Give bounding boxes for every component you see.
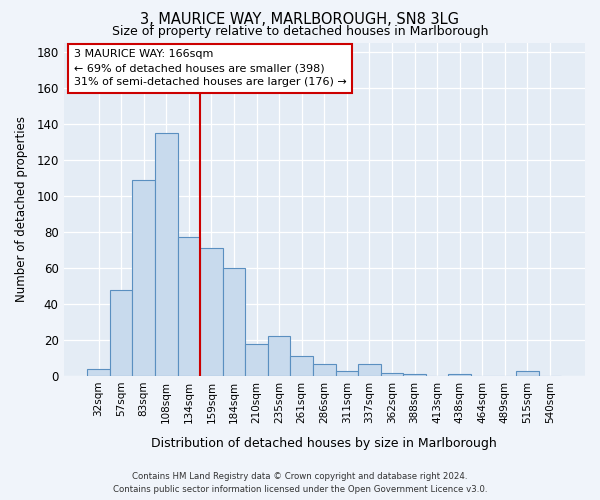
Text: 3, MAURICE WAY, MARLBOROUGH, SN8 3LG: 3, MAURICE WAY, MARLBOROUGH, SN8 3LG [140,12,460,28]
Bar [516,370,539,376]
X-axis label: Distribution of detached houses by size in Marlborough: Distribution of detached houses by size … [151,437,497,450]
Bar [290,356,313,376]
Y-axis label: Number of detached properties: Number of detached properties [15,116,28,302]
Bar [268,336,290,376]
Bar [403,374,426,376]
Bar [87,369,110,376]
Bar [133,180,155,376]
Bar [155,132,178,376]
Bar [200,248,223,376]
Bar [245,344,268,376]
Text: Contains HM Land Registry data © Crown copyright and database right 2024.
Contai: Contains HM Land Registry data © Crown c… [113,472,487,494]
Bar [358,364,381,376]
Bar [313,364,335,376]
Bar [381,372,403,376]
Bar [448,374,471,376]
Bar [178,238,200,376]
Bar [223,268,245,376]
Text: 3 MAURICE WAY: 166sqm
← 69% of detached houses are smaller (398)
31% of semi-det: 3 MAURICE WAY: 166sqm ← 69% of detached … [74,49,347,87]
Text: Size of property relative to detached houses in Marlborough: Size of property relative to detached ho… [112,25,488,38]
Bar [110,290,133,376]
Bar [335,370,358,376]
